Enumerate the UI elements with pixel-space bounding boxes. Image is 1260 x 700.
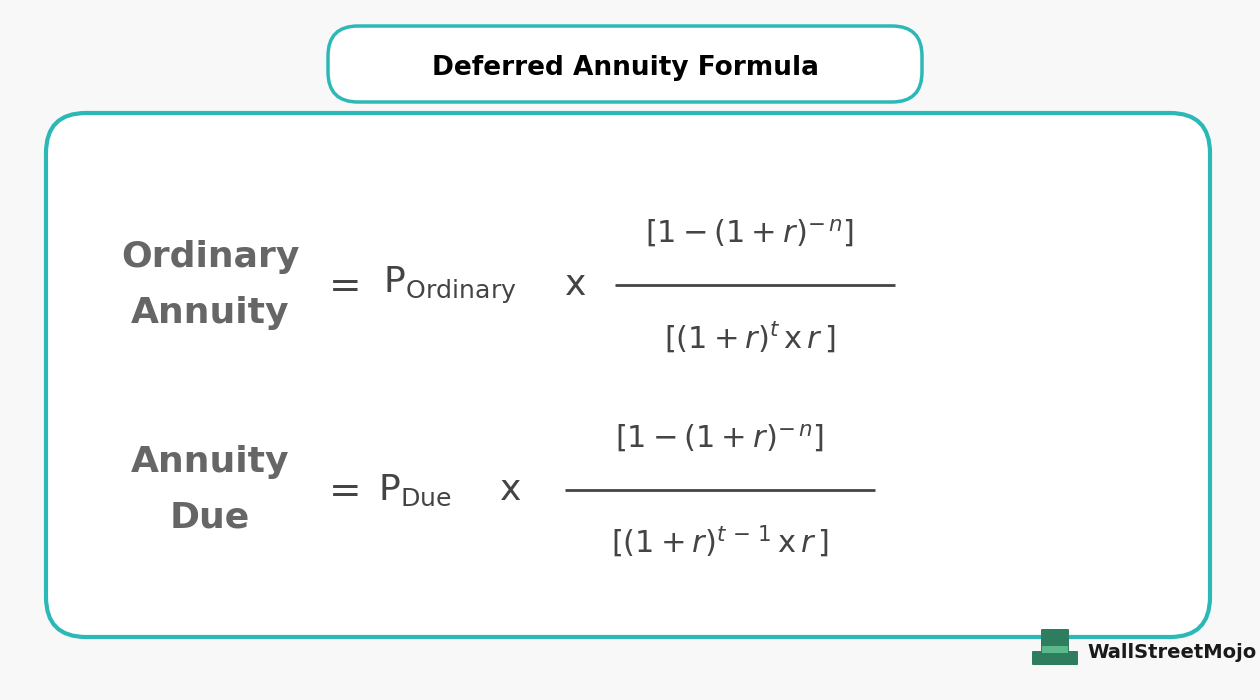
FancyBboxPatch shape xyxy=(1041,629,1068,657)
Text: Annuity: Annuity xyxy=(131,445,290,479)
Text: $\mathrm{P}_{\mathrm{Ordinary}}$: $\mathrm{P}_{\mathrm{Ordinary}}$ xyxy=(383,265,517,305)
Text: $=$: $=$ xyxy=(321,266,359,304)
Bar xyxy=(1042,646,1068,653)
Text: $[(1 + r)^{t}\,\mathrm{x}\,r\,]$: $[(1 + r)^{t}\,\mathrm{x}\,r\,]$ xyxy=(664,319,835,354)
Text: Deferred Annuity Formula: Deferred Annuity Formula xyxy=(431,55,819,81)
Text: $[1 - (1 + r)^{-\,n}]$: $[1 - (1 + r)^{-\,n}]$ xyxy=(645,217,854,248)
Text: Annuity: Annuity xyxy=(131,296,290,330)
Text: Due: Due xyxy=(170,501,251,535)
FancyBboxPatch shape xyxy=(1032,651,1079,665)
Text: $\mathrm{x}$: $\mathrm{x}$ xyxy=(499,473,522,507)
FancyBboxPatch shape xyxy=(328,26,922,102)
Text: $\mathrm{P}_{\mathrm{Due}}$: $\mathrm{P}_{\mathrm{Due}}$ xyxy=(378,473,452,508)
Text: Ordinary: Ordinary xyxy=(121,240,299,274)
Text: $[(1 + r)^{t\,-\,1}\,\mathrm{x}\,r\,]$: $[(1 + r)^{t\,-\,1}\,\mathrm{x}\,r\,]$ xyxy=(611,524,829,560)
Text: $[1 - (1 + r)^{-\,n}]$: $[1 - (1 + r)^{-\,n}]$ xyxy=(615,422,824,454)
Text: WallStreetMojo: WallStreetMojo xyxy=(1087,643,1256,662)
FancyBboxPatch shape xyxy=(47,113,1210,637)
Text: $=$: $=$ xyxy=(321,471,359,509)
Text: $\mathrm{x}$: $\mathrm{x}$ xyxy=(564,268,586,302)
